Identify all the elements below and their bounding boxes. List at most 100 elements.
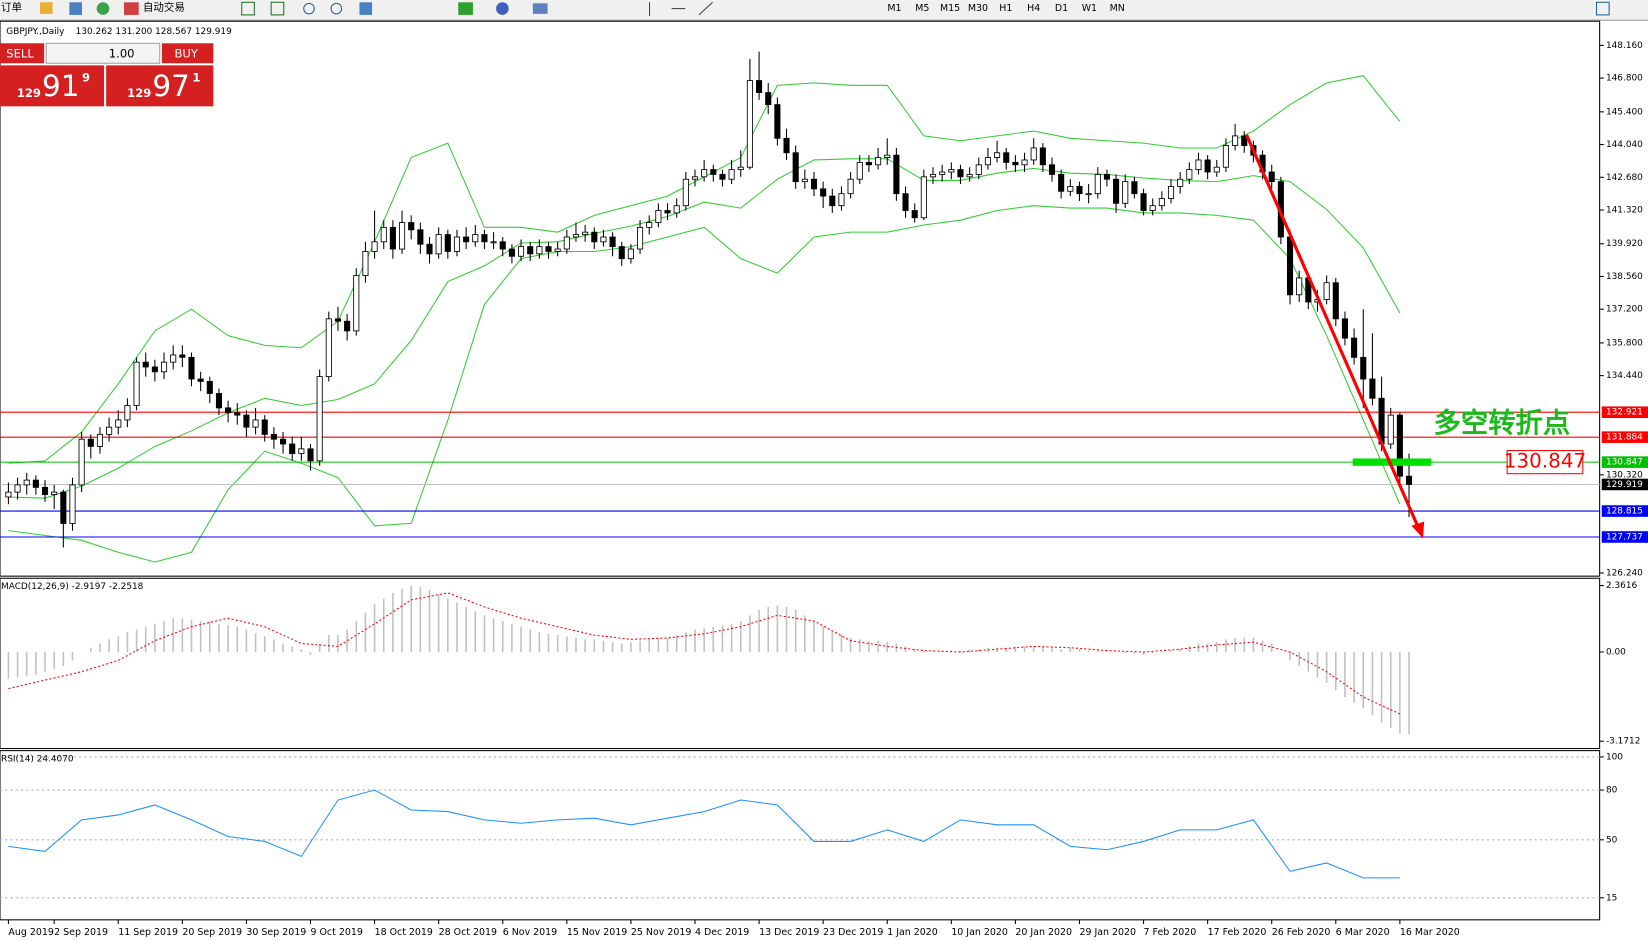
y-tick-label: 145.400 [1606,107,1643,117]
auto-trade-button[interactable]: 自动交易 [143,1,185,14]
timeframe-button[interactable]: M5 [915,3,929,14]
candle-body [344,320,351,332]
x-tick-label: 20 Jan 2020 [1015,927,1072,938]
candle-body [984,157,991,166]
icon[interactable] [359,2,373,15]
candle-body [829,195,836,207]
x-tick-label: 11 Sep 2019 [118,927,178,938]
candle-body [307,448,314,462]
y-tick-label: 144.040 [1606,140,1643,150]
candle-body [911,210,918,219]
candle-body [1195,159,1202,171]
candle-body [1351,337,1358,358]
x-tick-label: Aug 2019 [8,927,53,938]
price-level-label: 132.921 [1606,408,1643,418]
candle-body [646,222,653,228]
candle-body [783,137,790,154]
timeframe-button[interactable]: MN [1110,3,1125,14]
bid-small: 9 [82,70,90,84]
icon[interactable] [303,2,315,15]
sell-button[interactable] [0,43,45,64]
pivot-marker [1352,458,1432,466]
candle-body [1177,178,1184,187]
candle-body [1186,169,1193,180]
candle-body [966,173,973,178]
price-level-box [1601,505,1648,517]
search-icon[interactable] [1595,1,1610,16]
icon[interactable] [698,1,713,16]
candle-body [1158,198,1165,207]
candle-body [929,173,937,178]
timeframe-button[interactable]: W1 [1082,3,1097,14]
icon[interactable] [532,3,548,14]
candle-body [1067,186,1074,192]
price-level-label: 128.815 [1606,507,1643,517]
icon[interactable] [330,2,343,15]
y-tick-label: 142.680 [1606,173,1643,183]
bid-box[interactable] [0,65,105,107]
candle-body [1021,159,1028,166]
candle-body [728,169,735,180]
candle-body [51,491,58,495]
candle-body [334,318,342,322]
timeframe-button[interactable]: D1 [1055,3,1068,14]
candle-body [69,484,76,524]
timeframe-button[interactable]: M15 [940,3,960,14]
icon[interactable] [96,2,110,15]
candle-body [289,443,296,455]
candle-body [554,248,561,252]
candle-body [1387,414,1394,445]
candle-body [518,246,525,257]
candle-body [133,361,140,406]
candle-body [444,234,451,252]
ask-box[interactable] [106,65,214,107]
y-tick-label: 100 [1606,752,1623,762]
buy-button[interactable] [161,43,214,64]
candle-body [426,243,433,255]
icon[interactable] [124,2,139,15]
candle-body [847,178,854,195]
price-level-box [1601,431,1648,443]
icon[interactable] [270,1,285,16]
timeframe-button[interactable]: M30 [968,3,988,14]
icon[interactable] [458,2,473,15]
icon[interactable] [39,2,53,14]
candle-body [188,356,195,380]
candle-body [820,188,827,197]
order-button[interactable]: 订单 [1,2,22,14]
price-level-box [1601,456,1648,468]
candle-body [1058,173,1065,192]
y-tick-label: 135.800 [1606,338,1643,348]
candle-body [1405,475,1413,485]
candle-body [1222,145,1229,168]
price-level-box [1601,406,1648,418]
timeframe-button[interactable]: H4 [1027,3,1040,14]
timeframe-button[interactable]: M1 [887,3,901,14]
bid-big: 129 [17,86,41,100]
candle-body [527,246,534,255]
candle-body [664,210,671,214]
candle-body [215,393,223,409]
toolbar-bg [0,0,1648,21]
candle-body [389,226,396,250]
indicator-title: MACD(12,26,9) -2.9197 -2.2518 [1,582,144,592]
candle-body [32,479,39,488]
candle-body [865,161,872,166]
candle-body [270,433,277,440]
candle-body [435,234,442,255]
rsi-line [8,789,1400,879]
icon[interactable] [496,2,509,15]
x-tick-label: 6 Nov 2019 [503,927,557,938]
candle-body [975,164,982,175]
lot-input[interactable] [45,42,161,64]
x-tick-label: 15 Nov 2019 [567,927,627,938]
icon[interactable] [69,2,82,15]
candle-body [417,229,424,245]
candle-body [298,448,305,455]
timeframe-button[interactable]: H1 [999,3,1012,14]
candle-body [627,248,634,260]
price-level-box [1601,531,1648,543]
x-tick-label: 18 Oct 2019 [375,927,433,938]
icon[interactable] [241,1,255,16]
x-tick-label: 13 Dec 2019 [759,927,819,938]
